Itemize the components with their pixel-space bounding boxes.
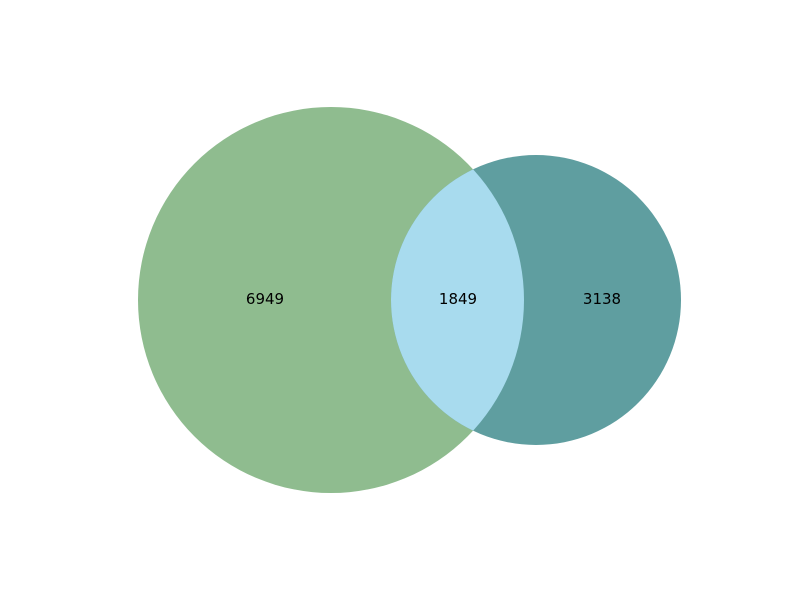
set-b-only-value: 3138 [583, 290, 621, 308]
set-a-only-value: 6949 [246, 290, 284, 308]
set-a-circle [138, 107, 524, 493]
intersection-value: 1849 [439, 290, 477, 308]
